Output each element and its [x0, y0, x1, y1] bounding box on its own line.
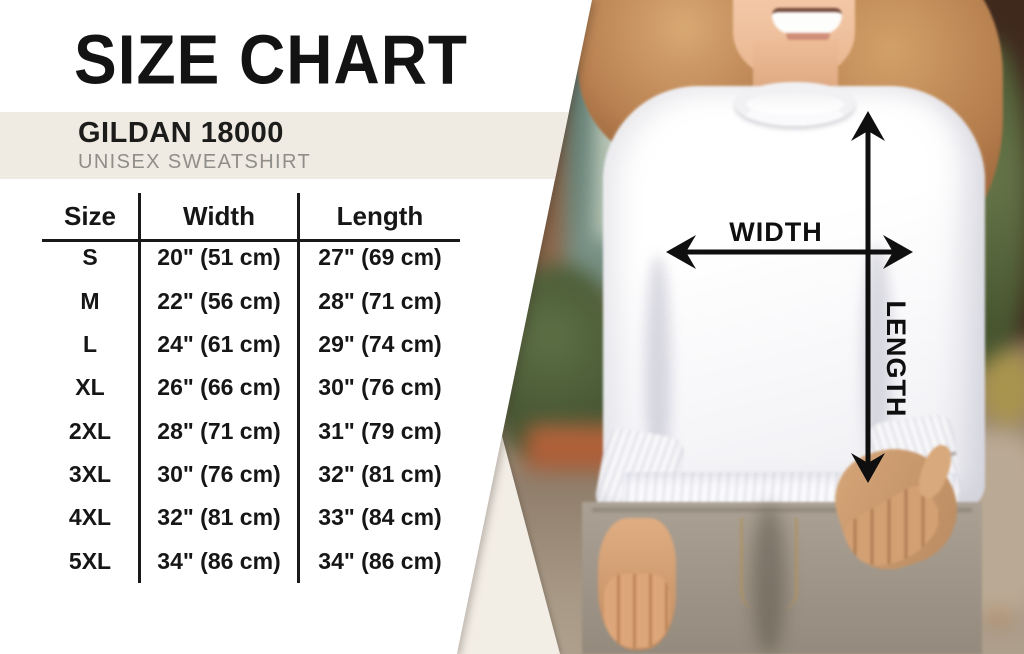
- width-value: 30" (76 cm): [138, 452, 300, 497]
- jeans-fly-stitching: [740, 518, 798, 610]
- model-smile: [772, 8, 842, 34]
- size-label: M: [80, 287, 100, 314]
- length-value: 28" (71 cm): [318, 287, 442, 314]
- length-value: 33" (84 cm): [318, 504, 442, 531]
- length-value: 31" (79 cm): [318, 417, 442, 444]
- size-table: Size Width Length S 20" (51 cm) 27" (69 …: [42, 193, 460, 583]
- foliage-spot-blur: [980, 350, 1024, 425]
- product-banner: GILDAN 18000 UNISEX SWEATSHIRT: [0, 112, 592, 179]
- fallen-leaf: [990, 612, 1007, 623]
- width-value: 24" (61 cm): [138, 322, 300, 367]
- length-value: 30" (76 cm): [318, 374, 442, 401]
- size-label: 3XL: [68, 460, 112, 487]
- size-label: 5XL: [68, 547, 112, 574]
- width-value: 28" (71 cm): [138, 409, 300, 453]
- length-value: 32" (81 cm): [318, 460, 442, 487]
- column-header-length: Length: [300, 193, 460, 242]
- width-value: 20" (51 cm): [138, 236, 300, 280]
- size-label: 4XL: [68, 504, 112, 531]
- width-value: 22" (56 cm): [138, 279, 300, 323]
- width-value: 26" (66 cm): [138, 366, 300, 410]
- length-value: 29" (74 cm): [318, 331, 442, 358]
- length-value: 27" (69 cm): [318, 244, 442, 271]
- product-type: UNISEX SWEATSHIRT: [78, 151, 312, 173]
- column-header-size: Size: [42, 193, 138, 242]
- size-label: S: [82, 244, 98, 271]
- jeans-waistline: [592, 508, 972, 512]
- size-label: XL: [75, 374, 105, 401]
- size-chart-panel: SIZE CHART GILDAN 18000 UNISEX SWEATSHIR…: [0, 0, 592, 654]
- size-label: L: [82, 331, 98, 358]
- page-title: SIZE CHART: [74, 21, 468, 99]
- column-header-width: Width: [138, 193, 300, 242]
- model-fingers-left: [604, 574, 670, 648]
- length-value: 34" (86 cm): [318, 547, 442, 574]
- width-value: 32" (81 cm): [138, 496, 300, 540]
- width-value: 34" (86 cm): [138, 539, 300, 583]
- sweatshirt-collar: [735, 82, 855, 126]
- model-lip: [786, 33, 830, 44]
- product-name: GILDAN 18000: [78, 117, 284, 149]
- size-label: 2XL: [68, 417, 112, 444]
